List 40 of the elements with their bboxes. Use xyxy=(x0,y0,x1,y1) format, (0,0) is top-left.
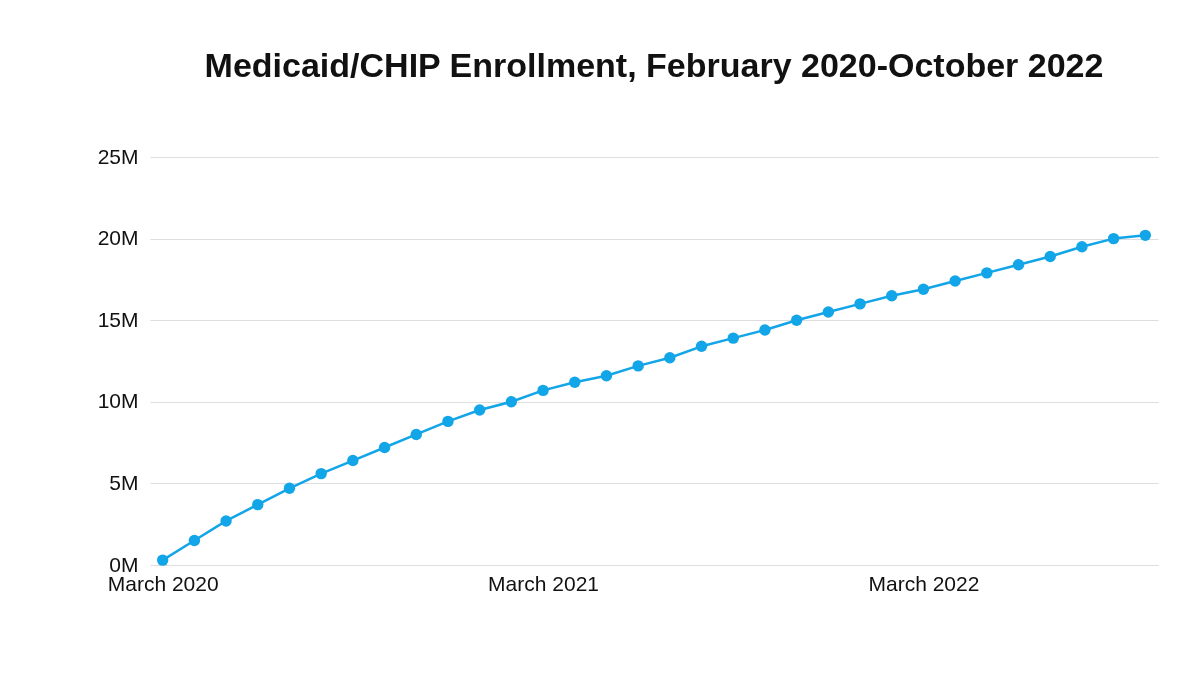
point xyxy=(473,404,486,416)
point xyxy=(1139,229,1152,242)
point xyxy=(252,498,264,511)
point xyxy=(917,283,930,295)
point xyxy=(220,515,232,527)
point xyxy=(1044,250,1056,263)
point xyxy=(1012,259,1025,271)
point xyxy=(569,376,581,388)
x-tick-label: March 2022 xyxy=(868,571,980,595)
point xyxy=(822,306,835,318)
y-tick-label: 10M xyxy=(97,389,139,413)
point xyxy=(442,415,454,428)
point xyxy=(1076,241,1088,253)
y-tick-label: 15M xyxy=(97,307,139,331)
point xyxy=(537,384,549,397)
point xyxy=(949,275,961,287)
point xyxy=(156,554,169,566)
point xyxy=(347,454,359,467)
x-tick-label: March 2021 xyxy=(488,571,600,595)
y-tick-label: 5M xyxy=(109,470,139,494)
point xyxy=(1107,232,1120,245)
point xyxy=(790,314,803,326)
point xyxy=(886,290,898,302)
point xyxy=(727,332,739,344)
point xyxy=(188,534,201,547)
point xyxy=(632,360,644,372)
point xyxy=(854,298,866,310)
point xyxy=(410,428,422,441)
point xyxy=(695,340,708,352)
point xyxy=(759,324,771,336)
point xyxy=(283,482,296,494)
point xyxy=(315,467,327,480)
point xyxy=(505,396,518,408)
y-tick-label: 20M xyxy=(97,226,139,250)
point xyxy=(981,267,993,279)
chart-title: Medicaid/CHIP Enrollment, February 2020-October 2022 xyxy=(204,46,1104,84)
point xyxy=(664,352,676,364)
point xyxy=(600,370,613,382)
y-tick-label: 25M xyxy=(97,144,139,168)
point xyxy=(378,441,391,454)
